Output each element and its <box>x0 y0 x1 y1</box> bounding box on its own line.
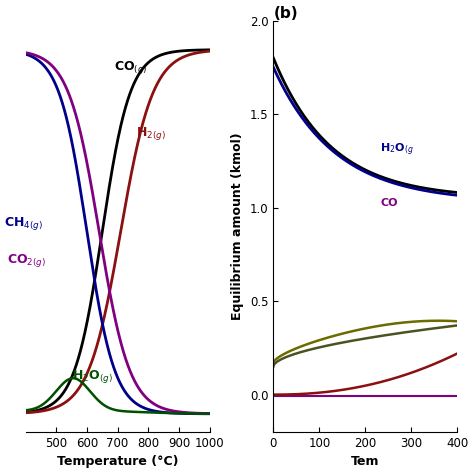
X-axis label: Temperature (°C): Temperature (°C) <box>57 456 178 468</box>
Text: CH$_{4(g)}$: CH$_{4(g)}$ <box>3 215 43 232</box>
Text: CO$_{(g)}$: CO$_{(g)}$ <box>114 59 147 76</box>
X-axis label: Tem: Tem <box>351 456 380 468</box>
Text: H$_2$O$_{(g}$: H$_2$O$_{(g}$ <box>380 142 414 158</box>
Text: CO: CO <box>380 198 398 208</box>
Text: H$_2$O$_{(g)}$: H$_2$O$_{(g)}$ <box>72 368 112 384</box>
Text: CO$_{2(g)}$: CO$_{2(g)}$ <box>7 253 46 269</box>
Y-axis label: Equilibrium amount (kmol): Equilibrium amount (kmol) <box>231 132 244 320</box>
Text: H$_{2(g)}$: H$_{2(g)}$ <box>136 125 166 142</box>
Text: (b): (b) <box>273 6 298 20</box>
